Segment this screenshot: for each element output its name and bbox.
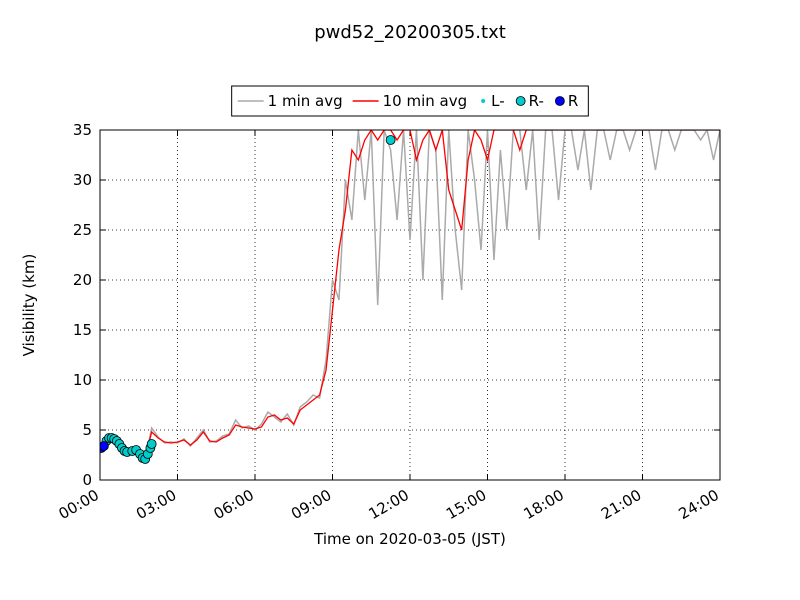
legend-label: 10 min avg <box>383 92 468 110</box>
x-tick-label: 09:00 <box>288 486 334 523</box>
marker-point <box>385 135 396 145</box>
y-tick-label: 5 <box>82 421 92 439</box>
legend-label: R <box>568 92 578 110</box>
y-tick-label: 15 <box>73 321 92 339</box>
x-tick-label: 12:00 <box>366 486 412 523</box>
x-tick-label: 15:00 <box>443 486 489 523</box>
x-tick-label: 00:00 <box>56 486 102 523</box>
y-tick-label: 35 <box>73 121 92 139</box>
legend-swatch <box>554 96 565 106</box>
x-tick-label: 03:00 <box>133 486 179 523</box>
legend-label: L- <box>491 92 505 110</box>
legend-swatch <box>481 99 486 103</box>
y-axis-label: Visibility (km) <box>20 254 38 357</box>
plot-area <box>100 130 720 480</box>
y-tick-label: 20 <box>73 271 92 289</box>
legend: 1 min avg 10 min avg L- R- R <box>231 85 589 117</box>
legend-label: R- <box>529 92 544 110</box>
line-series <box>100 130 720 460</box>
plot-content <box>100 130 720 464</box>
legend-box <box>231 85 589 117</box>
x-tick-label: 06:00 <box>211 486 257 523</box>
x-tick-label: 21:00 <box>598 486 644 523</box>
legend-swatch <box>515 96 526 106</box>
x-tick-label: 24:00 <box>676 486 722 523</box>
y-tick-label: 30 <box>73 171 92 189</box>
y-tick-label: 10 <box>73 371 92 389</box>
marker-point <box>100 441 109 451</box>
chart-title: pwd52_20200305.txt <box>314 22 506 43</box>
plot-frame <box>99 129 721 481</box>
marker-point <box>146 439 157 449</box>
x-tick-label: 18:00 <box>521 486 567 523</box>
legend-label: 1 min avg <box>268 92 343 110</box>
y-tick-label: 0 <box>82 471 92 489</box>
x-axis-label: Time on 2020-03-05 (JST) <box>313 530 506 548</box>
y-tick-label: 25 <box>73 221 92 239</box>
line-series <box>100 130 720 461</box>
